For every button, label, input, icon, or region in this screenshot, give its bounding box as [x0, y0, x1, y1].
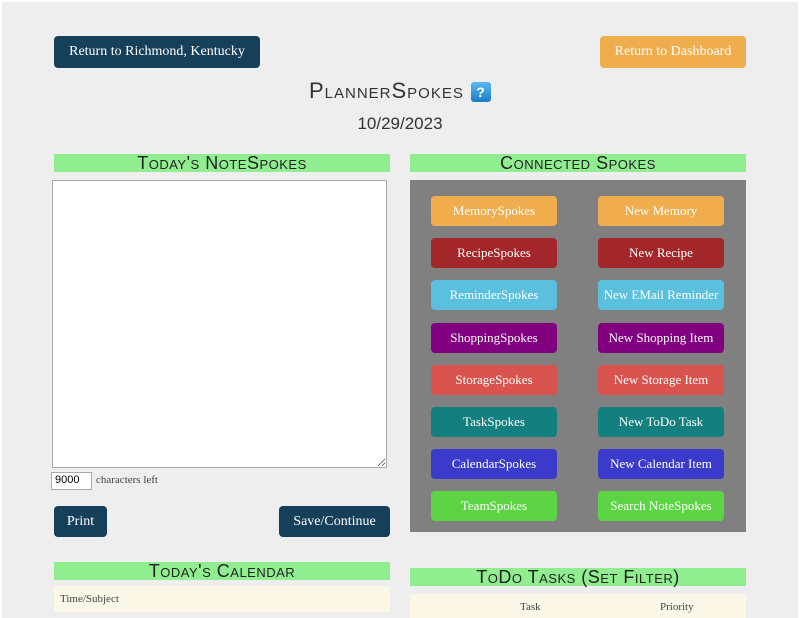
memoryspokes-button[interactable]: MemorySpokes — [431, 196, 557, 226]
todo-heading[interactable]: ToDo Tasks (Set Filter) — [410, 568, 746, 586]
shoppingspokes-button[interactable]: ShoppingSpokes — [431, 322, 557, 353]
page-title: PlannerSpokes ? — [2, 78, 798, 104]
calendarspokes-button[interactable]: CalendarSpokes — [431, 449, 557, 480]
app-title: PlannerSpokes — [308, 78, 464, 103]
help-icon[interactable]: ? — [471, 82, 491, 103]
connected-spokes-heading: Connected Spokes — [410, 154, 746, 172]
new-storage-item-button[interactable]: New Storage Item — [598, 364, 724, 395]
column-priority: Priority — [660, 601, 694, 613]
new-recipe-button[interactable]: New Recipe — [598, 238, 724, 269]
new-email-reminder-button[interactable]: New EMail Reminder — [598, 280, 724, 311]
notes-textarea[interactable] — [52, 180, 387, 468]
calendar-table-header: Time/Subject — [54, 586, 390, 612]
notes-heading: Today's NoteSpokes — [54, 154, 390, 172]
taskspokes-button[interactable]: TaskSpokes — [431, 407, 557, 437]
print-button[interactable]: Print — [54, 506, 107, 537]
new-calendar-item-button[interactable]: New Calendar Item — [598, 449, 724, 480]
calendar-heading: Today's Calendar — [54, 562, 390, 580]
todo-table-header: Task Priority — [410, 594, 746, 618]
return-to-dashboard-button[interactable]: Return to Dashboard — [600, 36, 746, 68]
new-memory-button[interactable]: New Memory — [598, 196, 724, 226]
storagespokes-button[interactable]: StorageSpokes — [431, 364, 557, 395]
column-time-subject: Time/Subject — [60, 593, 119, 605]
new-shopping-item-button[interactable]: New Shopping Item — [598, 322, 724, 353]
current-date: 10/29/2023 — [357, 114, 443, 133]
chars-left-field: 9000 — [51, 472, 92, 490]
chars-left-label: characters left — [96, 474, 158, 486]
connected-spokes-panel: MemorySpokes New Memory RecipeSpokes New Re… — [410, 180, 746, 532]
column-task: Task — [520, 601, 541, 613]
save-continue-button[interactable]: Save/Continue — [279, 506, 390, 537]
search-notespokes-button[interactable]: Search NoteSpokes — [598, 491, 724, 522]
recipespokes-button[interactable]: RecipeSpokes — [431, 238, 557, 269]
teamspokes-button[interactable]: TeamSpokes — [431, 491, 557, 522]
reminderspokes-button[interactable]: ReminderSpokes — [431, 280, 557, 311]
new-todo-task-button[interactable]: New ToDo Task — [598, 407, 724, 437]
return-to-city-button[interactable]: Return to Richmond, Kentucky — [54, 36, 260, 68]
